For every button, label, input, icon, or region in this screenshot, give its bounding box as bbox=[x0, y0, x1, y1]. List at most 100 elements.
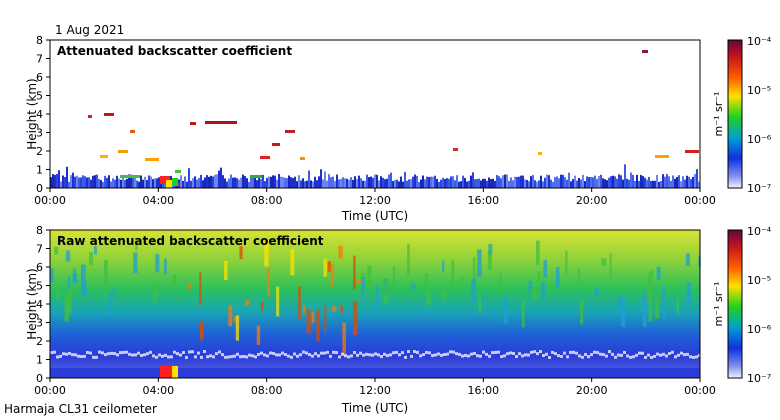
raw-signal-streak bbox=[499, 271, 502, 294]
raw-signal-streak bbox=[302, 304, 306, 314]
noise-cell bbox=[689, 355, 692, 359]
fog-echo bbox=[172, 178, 178, 186]
backscatter-cell bbox=[478, 178, 480, 188]
raw-signal-streak bbox=[533, 288, 537, 300]
backscatter-cell bbox=[458, 181, 460, 188]
backscatter-cell bbox=[284, 177, 286, 188]
noise-cell bbox=[497, 350, 500, 354]
backscatter-cell bbox=[538, 180, 540, 188]
raw-signal-streak bbox=[537, 271, 541, 282]
cloud-echo bbox=[118, 150, 128, 153]
noise-cell bbox=[389, 353, 392, 357]
noise-cell bbox=[374, 352, 377, 356]
backscatter-cell bbox=[438, 181, 440, 188]
y-axis-label: Height (km) bbox=[25, 78, 39, 149]
noise-cell bbox=[173, 350, 176, 354]
noise-cell bbox=[635, 353, 638, 357]
backscatter-cell bbox=[436, 178, 438, 188]
backscatter-cell bbox=[382, 177, 384, 188]
raw-signal-streak bbox=[228, 305, 233, 327]
backscatter-cell bbox=[518, 176, 520, 188]
backscatter-cell bbox=[316, 180, 318, 188]
raw-signal-streak bbox=[620, 298, 626, 327]
noise-cell bbox=[200, 355, 203, 359]
noise-cell bbox=[314, 352, 317, 356]
noise-cell bbox=[683, 353, 686, 357]
noise-cell bbox=[167, 355, 170, 359]
backscatter-cell bbox=[536, 181, 538, 188]
noise-cell bbox=[458, 352, 461, 356]
noise-cell bbox=[650, 355, 653, 359]
backscatter-cell bbox=[114, 179, 116, 188]
cloud-echo bbox=[120, 175, 140, 178]
noise-cell bbox=[530, 350, 533, 354]
backscatter-cell bbox=[190, 180, 192, 188]
raw-signal-streak bbox=[66, 289, 72, 315]
backscatter-cell bbox=[360, 178, 362, 188]
raw-signal-streak bbox=[65, 250, 71, 262]
raw-signal-streak bbox=[424, 273, 429, 293]
raw-signal-streak bbox=[104, 259, 108, 285]
backscatter-cell bbox=[506, 174, 508, 188]
raw-signal-streak bbox=[267, 268, 271, 297]
noise-cell bbox=[449, 350, 452, 354]
backscatter-cell bbox=[362, 180, 364, 188]
noise-cell bbox=[101, 351, 104, 355]
x-tick-label: 00:00 bbox=[34, 194, 66, 207]
backscatter-cell bbox=[534, 180, 536, 188]
backscatter-cell bbox=[606, 180, 608, 188]
raw-signal-streak bbox=[264, 240, 269, 267]
backscatter-cell bbox=[58, 170, 60, 188]
y-tick-label: 2 bbox=[36, 145, 43, 158]
backscatter-cell bbox=[628, 179, 630, 188]
backscatter-cell bbox=[674, 178, 676, 188]
backscatter-cell bbox=[212, 176, 214, 188]
backscatter-cell bbox=[490, 179, 492, 188]
noise-cell bbox=[515, 355, 518, 359]
noise-cell bbox=[638, 351, 641, 355]
noise-cell bbox=[455, 352, 458, 356]
backscatter-cell bbox=[90, 179, 92, 188]
backscatter-cell bbox=[96, 174, 98, 188]
noise-cell bbox=[560, 354, 563, 358]
backscatter-cell bbox=[312, 181, 314, 188]
x-axis-label: Time (UTC) bbox=[341, 401, 408, 415]
backscatter-cell bbox=[130, 174, 132, 188]
noise-cell bbox=[284, 353, 287, 357]
raw-signal-streak bbox=[64, 295, 69, 322]
backscatter-cell bbox=[322, 179, 324, 188]
noise-cell bbox=[470, 352, 473, 356]
y-tick-label: 7 bbox=[36, 243, 43, 256]
backscatter-cell bbox=[564, 177, 566, 188]
noise-cell bbox=[581, 355, 584, 359]
backscatter-cell bbox=[440, 179, 442, 188]
noise-cell bbox=[407, 350, 410, 354]
colorbar-tick: 10⁻⁷ bbox=[747, 372, 771, 385]
backscatter-cell bbox=[472, 172, 474, 188]
noise-cell bbox=[323, 351, 326, 355]
raw-signal-streak bbox=[327, 261, 332, 272]
noise-cell bbox=[326, 350, 329, 354]
noise-cell bbox=[317, 354, 320, 358]
noise-cell bbox=[416, 350, 419, 354]
backscatter-cell bbox=[532, 175, 534, 188]
noise-cell bbox=[62, 352, 65, 356]
backscatter-cell bbox=[644, 177, 646, 188]
backscatter-cell bbox=[314, 176, 316, 188]
noise-cell bbox=[620, 353, 623, 357]
noise-cell bbox=[359, 351, 362, 355]
noise-cell bbox=[50, 351, 53, 355]
backscatter-cell bbox=[556, 176, 558, 188]
y-tick-label: 5 bbox=[36, 280, 43, 293]
noise-cell bbox=[242, 354, 245, 358]
backscatter-cell bbox=[574, 175, 576, 188]
noise-cell bbox=[137, 351, 140, 355]
noise-cell bbox=[290, 355, 293, 359]
noise-cell bbox=[629, 355, 632, 359]
raw-signal-streak bbox=[81, 281, 85, 286]
backscatter-cell bbox=[434, 175, 436, 188]
raw-signal-streak bbox=[67, 276, 71, 292]
backscatter-cell bbox=[326, 180, 328, 188]
x-tick-label: 16:00 bbox=[467, 384, 499, 397]
backscatter-cell bbox=[668, 176, 670, 188]
